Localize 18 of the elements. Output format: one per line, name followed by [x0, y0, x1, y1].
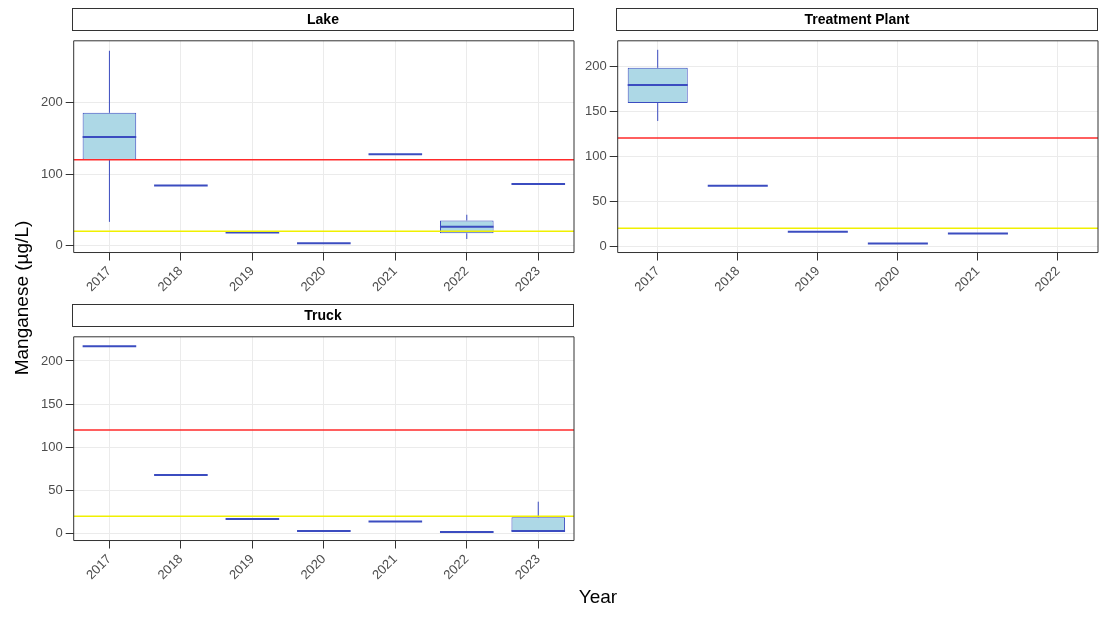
y-tick-label: 0: [599, 237, 607, 253]
y-tick-label: 150: [40, 395, 63, 411]
y-tick-label: 50: [592, 192, 607, 208]
y-tick-label: 100: [40, 165, 63, 181]
y-tick-label: 50: [48, 482, 63, 498]
y-tick-label: 0: [55, 236, 63, 252]
x-axis-title: Year: [578, 586, 618, 608]
y-tick-label: 100: [584, 147, 607, 163]
y-tick-label: 200: [40, 352, 63, 368]
chart-title: Truck: [72, 304, 574, 327]
y-axis-title: Manganese (µg/L): [11, 220, 33, 376]
y-tick-label: 200: [584, 57, 607, 73]
y-tick-label: 100: [40, 438, 63, 454]
y-tick-label: 200: [40, 94, 63, 110]
chart-title: Treatment Plant: [616, 8, 1098, 31]
y-tick-label: 0: [55, 525, 63, 541]
chart-title: Lake: [72, 8, 574, 31]
y-tick-label: 150: [584, 102, 607, 118]
